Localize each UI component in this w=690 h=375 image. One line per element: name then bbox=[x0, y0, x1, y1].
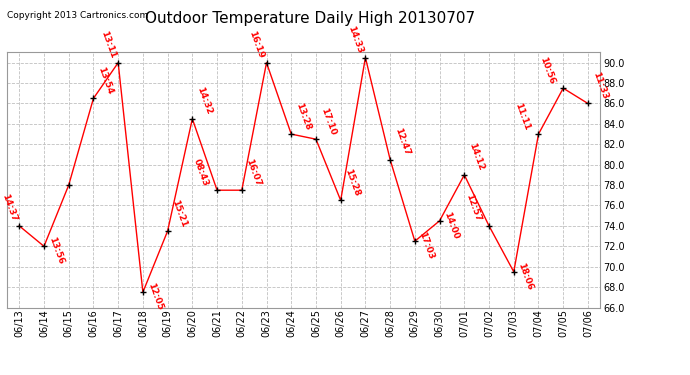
Text: 10:56: 10:56 bbox=[538, 56, 556, 86]
Text: 14:32: 14:32 bbox=[195, 86, 213, 116]
Text: 13:54: 13:54 bbox=[96, 66, 115, 96]
Text: 14:12: 14:12 bbox=[467, 142, 485, 172]
Text: 14:33: 14:33 bbox=[346, 25, 364, 55]
Text: 13:11: 13:11 bbox=[99, 30, 117, 60]
Text: 14:00: 14:00 bbox=[442, 210, 460, 240]
Text: 15:28: 15:28 bbox=[344, 168, 362, 198]
Text: 17:10: 17:10 bbox=[319, 106, 337, 136]
Text: 12:05: 12:05 bbox=[146, 282, 164, 312]
Text: Temperature (°F): Temperature (°F) bbox=[526, 28, 627, 38]
Text: 12:47: 12:47 bbox=[393, 127, 411, 157]
Text: 16:19: 16:19 bbox=[247, 30, 266, 60]
Text: 13:28: 13:28 bbox=[294, 101, 313, 131]
Text: 16:07: 16:07 bbox=[244, 158, 263, 188]
Text: 11:11: 11:11 bbox=[513, 101, 532, 131]
Text: 18:06: 18:06 bbox=[517, 261, 535, 291]
Text: Copyright 2013 Cartronics.com: Copyright 2013 Cartronics.com bbox=[7, 11, 148, 20]
Text: 17:03: 17:03 bbox=[417, 231, 436, 261]
Text: 11:33: 11:33 bbox=[591, 71, 609, 101]
Text: 13:56: 13:56 bbox=[47, 236, 65, 266]
Text: Outdoor Temperature Daily High 20130707: Outdoor Temperature Daily High 20130707 bbox=[146, 11, 475, 26]
Text: 08:43: 08:43 bbox=[192, 158, 210, 188]
Text: 15:21: 15:21 bbox=[170, 198, 188, 228]
Text: 14:37: 14:37 bbox=[0, 193, 18, 223]
Text: 12:57: 12:57 bbox=[464, 193, 482, 223]
